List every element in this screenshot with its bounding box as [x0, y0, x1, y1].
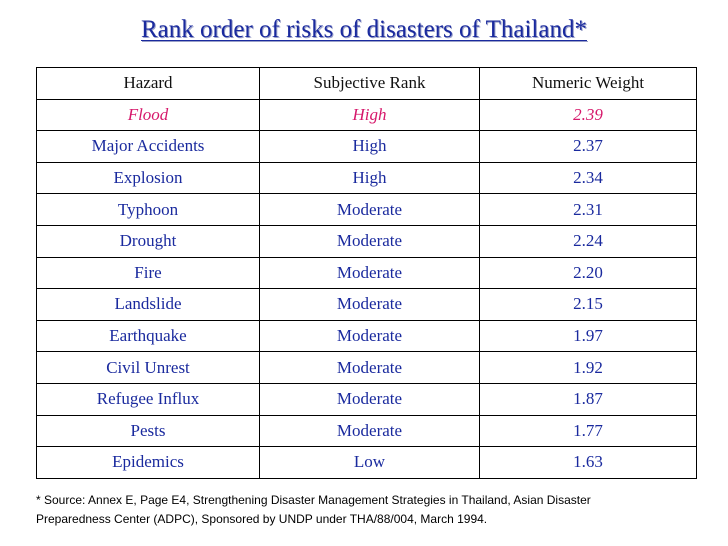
risk-table: Hazard Subjective Rank Numeric Weight Fl…	[36, 67, 697, 479]
rank-cell: Low	[259, 446, 480, 479]
hazard-cell: Fire	[36, 256, 260, 290]
table-row: Earthquake Moderate 1.97	[36, 319, 697, 353]
weight-cell: 2.31	[479, 193, 697, 226]
weight-cell: 2.39	[479, 98, 697, 132]
table-row: Refugee Influx Moderate 1.87	[36, 382, 697, 416]
header-subjective-rank: Subjective Rank	[259, 67, 480, 100]
hazard-cell: Drought	[36, 224, 260, 258]
rank-cell: Moderate	[259, 382, 480, 416]
weight-cell: 2.20	[479, 256, 697, 290]
rank-cell: Moderate	[259, 224, 480, 258]
header-numeric-weight: Numeric Weight	[479, 67, 697, 100]
table-row: Typhoon Moderate 2.31	[36, 193, 697, 226]
rank-cell: High	[259, 98, 480, 132]
rank-cell: Moderate	[259, 351, 480, 384]
weight-cell: 1.92	[479, 351, 697, 384]
weight-cell: 1.63	[479, 446, 697, 479]
footnote-line: * Source: Annex E, Page E4, Strengthenin…	[36, 493, 591, 507]
hazard-cell: Typhoon	[36, 193, 260, 226]
table-row: Pests Moderate 1.77	[36, 414, 697, 448]
hazard-cell: Flood	[36, 98, 260, 132]
rank-cell: High	[259, 130, 480, 163]
table-row: Flood High 2.39	[36, 98, 697, 132]
table-row: Major Accidents High 2.37	[36, 130, 697, 163]
weight-cell: 1.97	[479, 319, 697, 353]
weight-cell: 2.24	[479, 224, 697, 258]
weight-cell: 2.37	[479, 130, 697, 163]
hazard-cell: Major Accidents	[36, 130, 260, 163]
hazard-cell: Epidemics	[36, 446, 260, 479]
hazard-cell: Earthquake	[36, 319, 260, 353]
table-row: Drought Moderate 2.24	[36, 224, 697, 258]
rank-cell: Moderate	[259, 193, 480, 226]
page-title: Rank order of risks of disasters of Thai…	[141, 16, 587, 43]
rank-cell: Moderate	[259, 319, 480, 353]
rank-cell: Moderate	[259, 256, 480, 290]
table-row: Epidemics Low 1.63	[36, 446, 697, 479]
table-row: Explosion High 2.34	[36, 161, 697, 195]
footnote-line: Preparedness Center (ADPC), Sponsored by…	[36, 512, 488, 526]
weight-cell: 2.34	[479, 161, 697, 195]
rank-cell: Moderate	[259, 288, 480, 321]
table-row: Fire Moderate 2.20	[36, 256, 697, 290]
rank-cell: High	[259, 161, 480, 195]
rank-cell: Moderate	[259, 414, 480, 448]
hazard-cell: Refugee Influx	[36, 382, 260, 416]
table-row: Landslide Moderate 2.15	[36, 288, 697, 321]
table-header-row: Hazard Subjective Rank Numeric Weight	[36, 67, 697, 100]
hazard-cell: Explosion	[36, 161, 260, 195]
weight-cell: 1.87	[479, 382, 697, 416]
hazard-cell: Civil Unrest	[36, 351, 260, 384]
weight-cell: 1.77	[479, 414, 697, 448]
hazard-cell: Landslide	[36, 288, 260, 321]
table-row: Civil Unrest Moderate 1.92	[36, 351, 697, 384]
source-footnote: * Source: Annex E, Page E4, Strengthenin…	[36, 491, 696, 529]
hazard-cell: Pests	[36, 414, 260, 448]
weight-cell: 2.15	[479, 288, 697, 321]
header-hazard: Hazard	[36, 67, 260, 100]
